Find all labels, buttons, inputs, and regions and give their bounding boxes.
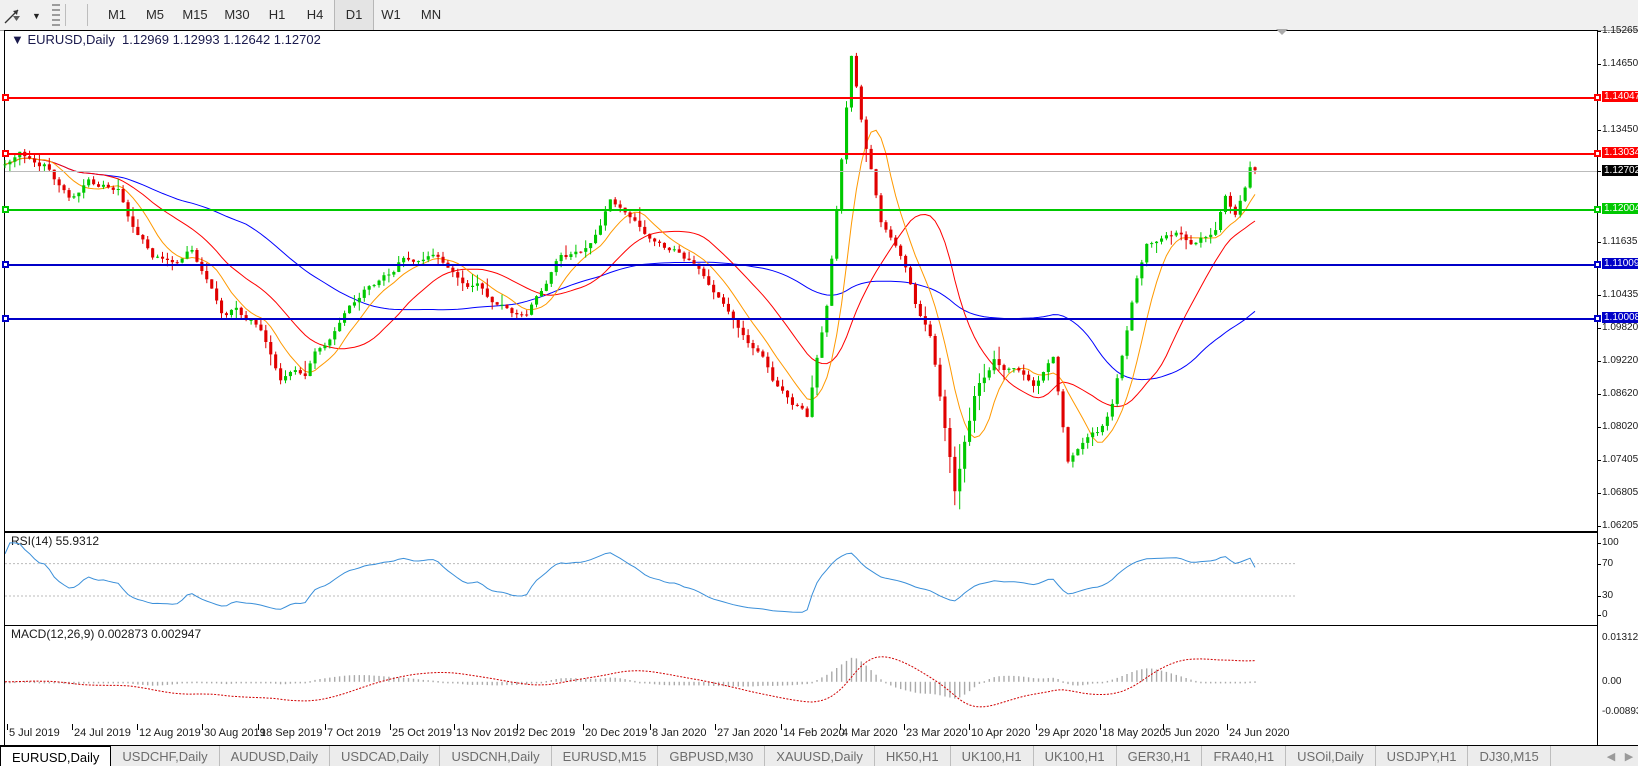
svg-text:MACD(12,26,9) 0.002873 0.002: MACD(12,26,9) 0.002873 0.002947 <box>11 627 201 641</box>
svg-text:RSI(14) 55.9312: RSI(14) 55.9312 <box>11 534 99 548</box>
